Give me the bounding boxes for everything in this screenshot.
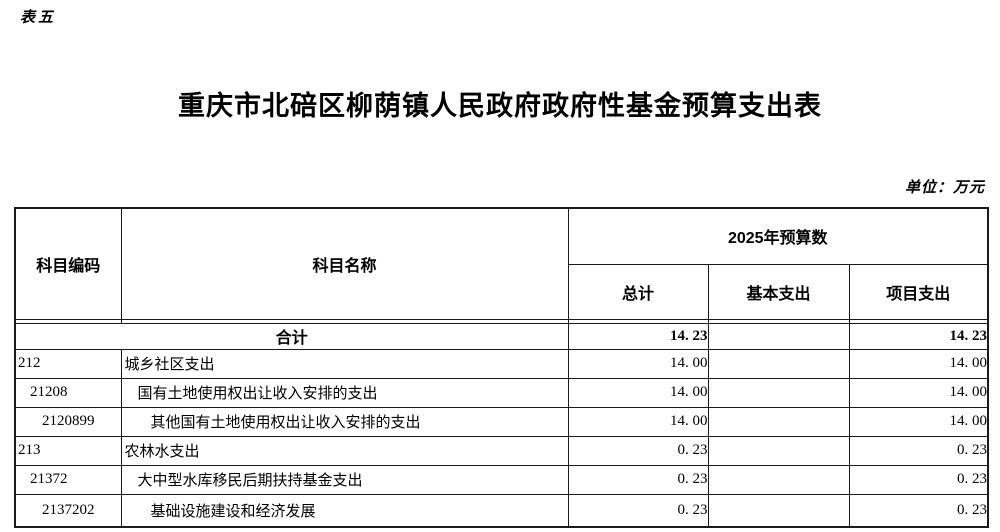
table-header-row-1: 科目编码 科目名称 2025年预算数 [14,207,989,320]
basic-expenditure-value-cell [707,348,850,379]
table-row: 213 农林水支出 0. 23 0. 23 [14,435,989,466]
grand-total-basic-value [707,322,850,350]
project-expenditure-value-cell: 14. 00 [848,377,989,408]
subject-name-cell: 基础设施建设和经济发展 [120,493,569,528]
header-subject-name: 科目名称 [120,207,569,320]
subject-name-cell: 城乡社区支出 [120,348,569,379]
basic-expenditure-value-cell [707,406,850,437]
project-expenditure-value-cell: 14. 00 [848,348,989,379]
subject-code-cell: 21208 [14,377,122,408]
header-project-expenditure: 项目支出 [848,263,989,320]
page-title: 重庆市北碚区柳荫镇人民政府政府性基金预算支出表 [178,91,822,121]
header-subject-code: 科目编码 [14,207,122,320]
total-value-cell: 14. 00 [567,377,709,408]
subject-name-cell: 其他国有土地使用权出让收入安排的支出 [120,406,569,437]
total-value-cell: 14. 00 [567,348,709,379]
table-row: 212 城乡社区支出 14. 00 14. 00 [14,348,989,379]
subject-code-cell: 2120899 [14,406,122,437]
table-row: 21208 国有土地使用权出让收入安排的支出 14. 00 14. 00 [14,377,989,408]
subject-name-cell: 大中型水库移民后期扶持基金支出 [120,464,569,495]
project-expenditure-value-cell: 0. 23 [848,435,989,466]
basic-expenditure-value-cell [707,493,850,528]
basic-expenditure-value-cell [707,464,850,495]
budget-table: 科目编码 科目名称 2025年预算数 总计 基本支出 项目支出 合计 14. 2… [14,207,989,528]
basic-expenditure-value-cell [707,435,850,466]
table-header-row-2: 总计 基本支出 项目支出 [15,263,989,320]
project-expenditure-value-cell: 0. 23 [848,464,989,495]
header-basic-expenditure: 基本支出 [707,263,850,320]
subject-code-cell: 212 [14,348,122,379]
subject-name-cell: 农林水支出 [120,435,569,466]
subject-code-cell: 213 [14,435,122,466]
grand-total-total-value: 14. 23 [567,322,709,350]
sheet-label: 表五 [20,10,57,26]
total-value-cell: 0. 23 [567,435,709,466]
header-budget-2025-group: 2025年预算数 [567,207,989,265]
table-row: 2120899 其他国有土地使用权出让收入安排的支出 14. 00 14. 00 [14,406,989,437]
header-total: 总计 [567,263,709,320]
subject-code-cell: 21372 [14,464,122,495]
subject-code-cell: 2137202 [14,493,122,528]
project-expenditure-value-cell: 14. 00 [848,406,989,437]
project-expenditure-value-cell: 0. 23 [848,493,989,528]
table-row: 21372 大中型水库移民后期扶持基金支出 0. 23 0. 23 [14,464,989,495]
basic-expenditure-value-cell [707,377,850,408]
table-row: 2137202 基础设施建设和经济发展 0. 23 0. 23 [14,493,989,528]
grand-total-label: 合计 [14,322,569,350]
total-value-cell: 0. 23 [567,493,709,528]
unit-note: 单位：万元 [904,180,985,196]
total-value-cell: 0. 23 [567,464,709,495]
grand-total-project-value: 14. 23 [848,322,989,350]
total-value-cell: 14. 00 [567,406,709,437]
grand-total-row: 合计 14. 23 14. 23 [14,322,989,350]
subject-name-cell: 国有土地使用权出让收入安排的支出 [120,377,569,408]
